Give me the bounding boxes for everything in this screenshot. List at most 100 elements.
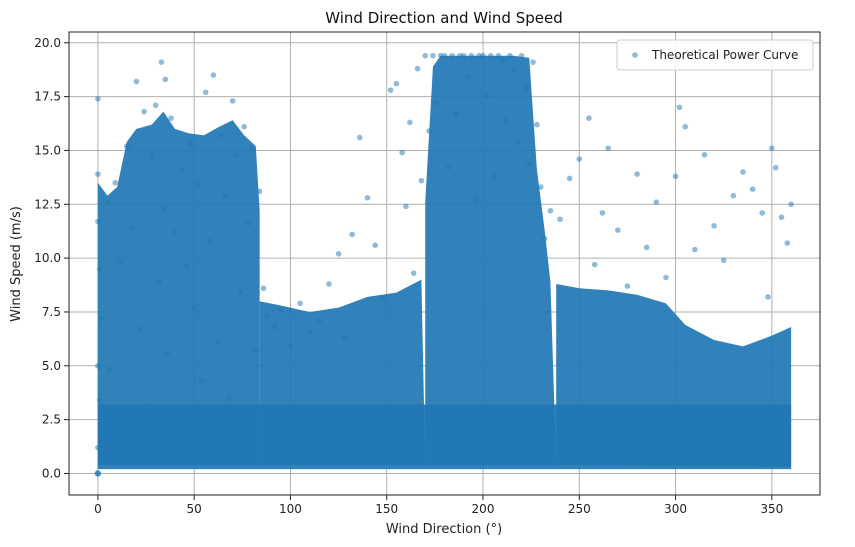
scatter-point [399, 149, 405, 156]
y-tick-label: 20.0 [34, 36, 61, 50]
scatter-point [229, 98, 236, 104]
scatter-point [468, 52, 475, 59]
y-tick-label: 7.5 [42, 305, 61, 319]
scatter-point [759, 210, 766, 216]
scatter-point [711, 223, 717, 229]
scatter-point [740, 169, 746, 175]
scatter-point [356, 134, 363, 141]
scatter-point [95, 444, 101, 451]
x-tick-label: 50 [187, 502, 202, 516]
scatter-point [147, 403, 153, 410]
scatter-point [123, 143, 130, 149]
scatter-point [245, 220, 251, 227]
scatter-point [195, 182, 201, 188]
scatter-point [460, 52, 467, 59]
scatter-point [372, 242, 378, 248]
scatter-point [788, 201, 794, 208]
scatter-point [152, 102, 159, 109]
scatter-cluster [425, 55, 557, 465]
scatter-point [191, 304, 197, 311]
scatter-point [518, 52, 525, 59]
scatter-point [422, 52, 429, 59]
scatter-point [226, 395, 232, 401]
legend-label: Theoretical Power Curve [651, 48, 798, 62]
scatter-point [316, 317, 323, 324]
y-tick-label: 17.5 [34, 90, 61, 104]
scatter-point [484, 93, 490, 100]
scatter-point [449, 52, 456, 59]
scatter-point [172, 229, 178, 236]
scatter-point [106, 367, 113, 373]
scatter-point [297, 300, 303, 307]
scatter-point [547, 207, 554, 214]
scatter-point [772, 164, 779, 171]
scatter-point [534, 121, 540, 128]
scatter-point [287, 343, 294, 350]
x-tick-label: 300 [664, 502, 687, 516]
plot-border [68, 31, 821, 496]
scatter-point [464, 74, 471, 81]
scatter-point [98, 315, 105, 322]
scatter-point [672, 173, 679, 180]
scatter-point [511, 67, 517, 74]
scatter-point [133, 78, 140, 85]
scatter-point [137, 326, 144, 332]
scatter-point [499, 57, 506, 63]
x-tick-label: 100 [279, 502, 302, 516]
scatter-point [445, 164, 452, 171]
scatter-point [476, 52, 482, 59]
chart-title: Wind Direction and Wind Speed [325, 9, 562, 27]
scatter-point [634, 171, 640, 177]
scatter-point [615, 227, 621, 233]
scatter-point [643, 244, 650, 251]
y-axis-label: Wind Speed (m/s) [9, 206, 24, 322]
y-tick-label: 0.0 [42, 466, 61, 480]
scatter-point [453, 111, 459, 117]
scatter-point [118, 259, 124, 266]
scatter-point [168, 115, 174, 121]
x-tick-label: 250 [568, 502, 591, 516]
scatter-point-origin [94, 470, 102, 477]
y-tick-label: 2.5 [42, 413, 61, 427]
scatter-point [164, 350, 171, 356]
legend: Theoretical Power Curve [616, 39, 814, 71]
scatter-point [557, 216, 563, 223]
scatter-point [175, 418, 182, 425]
scatter-point [430, 52, 436, 59]
scatter-point [526, 160, 533, 167]
scatter-point [692, 246, 698, 253]
scatter-point [457, 52, 463, 59]
scatter-point [434, 100, 440, 106]
scatter-point [676, 104, 683, 111]
scatter-point [206, 238, 213, 244]
scatter-point [653, 199, 660, 205]
x-tick-label: 0 [94, 502, 102, 516]
scatter-point [599, 210, 606, 216]
scatter-point [765, 294, 771, 300]
scatter-point [730, 192, 737, 199]
scatter-point [426, 128, 432, 134]
scatter-point [480, 52, 486, 59]
scatter-point [341, 335, 348, 341]
scatter-point [199, 378, 205, 384]
scatter-point [104, 199, 111, 205]
scatter-point [663, 274, 669, 281]
y-tick-label: 10.0 [34, 251, 61, 265]
scatter-point [778, 214, 785, 220]
scatter-point [278, 307, 284, 313]
y-tick-label: 5.0 [42, 359, 61, 373]
scatter-point [472, 197, 479, 203]
x-axis-label: Wind Direction (°) [386, 522, 502, 537]
scatter-point [495, 52, 502, 59]
scatter-point [682, 123, 689, 130]
scatter-cluster [97, 111, 260, 465]
scatter-point [407, 119, 413, 126]
y-axis-ticks: 0.0 2.5 5.0 7.5 10.0 12.5 15.0 17.5 20.0 [34, 36, 69, 480]
scatter-point [241, 123, 248, 130]
scatter-points [94, 52, 794, 477]
scatter-point [507, 52, 513, 59]
scatter-point [100, 425, 107, 432]
scatter-point [605, 145, 611, 152]
scatter-point [149, 154, 155, 160]
